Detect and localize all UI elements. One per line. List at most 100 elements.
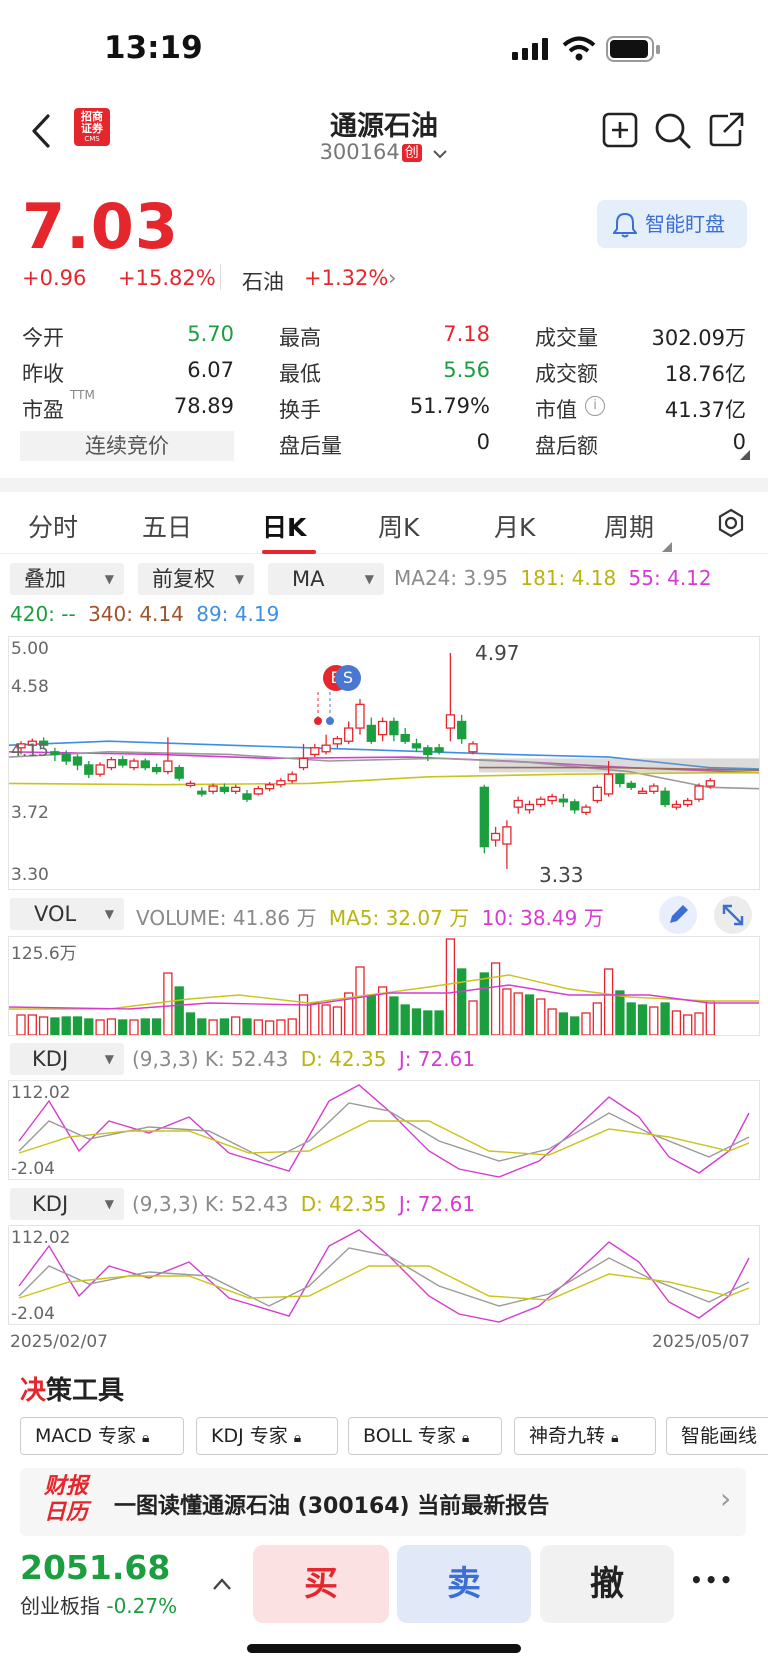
caret-down-icon: ▼: [104, 1052, 114, 1066]
volume-bar: [570, 1016, 580, 1035]
kdj-y-min: -2.04: [11, 1159, 55, 1179]
volume-bar: [705, 1000, 715, 1035]
cancel-order-button[interactable]: 撤: [540, 1545, 674, 1623]
back-arrow-icon[interactable]: [30, 114, 54, 148]
volume-bar: [536, 998, 546, 1035]
indicator-dropdown[interactable]: MA ▼: [268, 563, 384, 595]
broker-logo-bottom: 证券: [81, 122, 103, 135]
tab-weekly-k[interactable]: 周K: [378, 513, 420, 542]
candle-body: [570, 801, 580, 811]
index-value[interactable]: 2051.68: [20, 1548, 171, 1587]
fullscreen-button[interactable]: [714, 896, 752, 934]
candle-body: [524, 803, 535, 811]
share-icon[interactable]: [708, 110, 746, 148]
kdj-d-line: [18, 1265, 750, 1301]
stat-label: 市值: [535, 398, 577, 422]
period-corner-icon: [662, 542, 672, 552]
settings-icon[interactable]: [716, 508, 746, 538]
volume-bar: [106, 1018, 117, 1035]
stat-label: 市盈: [22, 398, 64, 422]
smart-watch-button[interactable]: 智能盯盘: [597, 200, 747, 248]
sell-marker[interactable]: S: [335, 665, 361, 691]
adjust-dropdown[interactable]: 前复权 ▼: [138, 563, 254, 595]
draw-tool-button[interactable]: [659, 896, 697, 934]
kdj-chart-1[interactable]: 112.02 -2.04: [8, 1080, 760, 1180]
candle-body: [129, 760, 139, 769]
tool-smart-draw[interactable]: 智能画线: [666, 1417, 768, 1455]
stat-value: 78.89: [173, 394, 234, 418]
volume-bar: [683, 1014, 693, 1035]
candle-body: [615, 773, 625, 785]
more-icon[interactable]: •••: [690, 1568, 735, 1592]
candle-body: [445, 714, 456, 729]
volume-bar: [95, 1019, 105, 1035]
broker-logo: 招商 证券 CMS: [74, 108, 110, 146]
broker-logo-sub: CMS: [84, 135, 100, 143]
tab-daily-k[interactable]: 日K: [262, 513, 307, 542]
volume-bar: [129, 1019, 139, 1035]
kdj-dropdown-1[interactable]: KDJ ▼: [10, 1043, 124, 1075]
kline-chart[interactable]: 5.00 4.58 4.15 3.72 3.30 4.97 3.33 B S: [8, 636, 760, 890]
vol-label: VOL: [34, 902, 77, 926]
stat-value: 18.76亿: [664, 362, 746, 386]
lock-icon: 🔒︎: [461, 1430, 470, 1446]
tab-five-day[interactable]: 五日: [142, 513, 193, 542]
volume-bar: [377, 986, 388, 1035]
tab-intraday[interactable]: 分时: [28, 513, 79, 542]
change-row: +0.96 +15.82% 石油 +1.32% ›: [22, 264, 762, 296]
caret-down-icon: ▼: [234, 572, 244, 586]
candle-body: [694, 785, 704, 800]
tool-label: MACD 专家: [35, 1425, 136, 1447]
tool-boll[interactable]: BOLL 专家 🔒︎: [348, 1417, 502, 1455]
volume-bar: [626, 1002, 636, 1035]
tool-label: 智能画线: [681, 1425, 758, 1447]
index-info[interactable]: 创业板指 -0.27%: [20, 1590, 177, 1619]
volume-bar: [84, 1018, 94, 1035]
candle-body: [513, 799, 523, 808]
active-tab-indicator: [262, 550, 316, 554]
tool-magic-nine[interactable]: 神奇九转 🔒︎: [514, 1417, 656, 1455]
status-time: 13:19: [104, 30, 203, 66]
kdj-chart-2[interactable]: 112.02 -2.04: [8, 1225, 760, 1325]
signal-icon: [512, 38, 548, 60]
chevron-right-icon[interactable]: ›: [388, 266, 397, 290]
bell-icon: [613, 212, 637, 238]
tool-kdj[interactable]: KDJ 专家 🔒︎: [196, 1417, 338, 1455]
sell-button[interactable]: 卖: [397, 1545, 531, 1623]
kdj-dropdown-2[interactable]: KDJ ▼: [10, 1188, 124, 1220]
expand-corner-icon[interactable]: [740, 450, 750, 460]
volume-bar: [547, 1008, 557, 1035]
candle-body: [140, 760, 150, 769]
kdj-svg-2: [18, 1229, 750, 1323]
volume-bar: [344, 992, 354, 1035]
stock-code-selector[interactable]: 300164 创: [0, 140, 768, 164]
candle-body: [344, 727, 354, 742]
kdj-params: (9,3,3): [132, 1192, 199, 1216]
buy-button[interactable]: 买: [253, 1545, 389, 1623]
auction-status: 连续竞价: [20, 431, 234, 461]
kdj-j-line: [18, 1084, 750, 1178]
sector-name[interactable]: 石油: [242, 270, 284, 294]
tab-monthly-k[interactable]: 月K: [494, 513, 536, 542]
vol-dropdown[interactable]: VOL ▼: [10, 898, 124, 930]
kline-svg: [9, 652, 759, 870]
chevron-up-icon[interactable]: [212, 1577, 232, 1591]
tool-label: KDJ 专家: [211, 1425, 288, 1447]
home-indicator: [247, 1644, 521, 1653]
overlay-dropdown[interactable]: 叠加 ▼: [10, 563, 124, 595]
report-banner[interactable]: 财报 日历 一图读懂通源石油 (300164) 当前最新报告 ›: [20, 1468, 746, 1536]
ma-line: [9, 772, 759, 786]
tab-period[interactable]: 周期: [604, 513, 655, 542]
kdj-j-line: [18, 1229, 750, 1323]
sector-change-pct[interactable]: +1.32%: [304, 266, 389, 290]
candle-body: [355, 703, 365, 729]
volume-ma10: [9, 984, 759, 1010]
search-icon[interactable]: [654, 112, 692, 150]
tool-macd[interactable]: MACD 专家 🔒︎: [20, 1417, 184, 1455]
candle-body: [547, 795, 557, 802]
volume-chart[interactable]: 125.6万: [8, 936, 760, 1036]
index-pct: -0.27%: [106, 1594, 178, 1618]
volume-bar: [603, 968, 614, 1035]
info-icon[interactable]: i: [585, 396, 605, 416]
add-watchlist-icon[interactable]: [602, 112, 638, 148]
